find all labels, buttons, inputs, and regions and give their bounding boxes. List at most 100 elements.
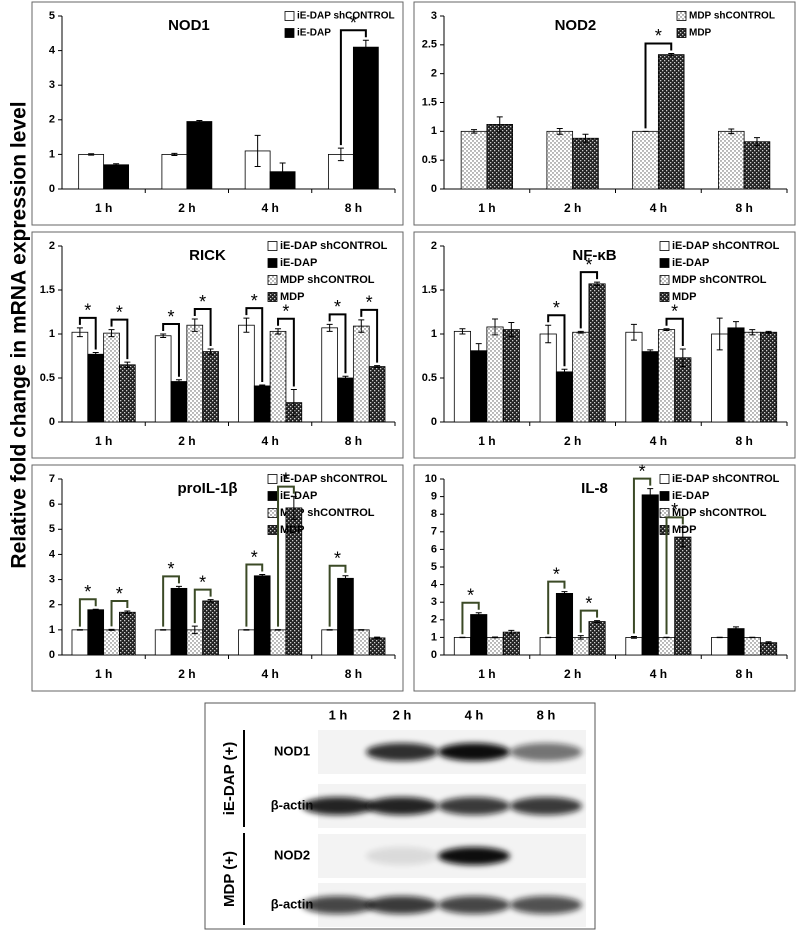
bar xyxy=(674,536,692,656)
y-tick-label: 0 xyxy=(49,649,55,661)
band xyxy=(510,896,582,914)
y-axis-label: Relative fold change in mRNA expression … xyxy=(8,101,31,568)
panel-frame xyxy=(413,1,796,226)
error-bar xyxy=(561,591,568,596)
y-tick-label: 0 xyxy=(431,649,437,661)
error-bar xyxy=(374,365,381,368)
group-label: iE-DAP (+) xyxy=(221,742,238,815)
y-tick-label: 2 xyxy=(431,68,437,80)
error-bar xyxy=(88,153,95,156)
legend-label: iE-DAP shCONTROL xyxy=(280,240,388,252)
legend-label: iE-DAP shCONTROL xyxy=(280,473,388,485)
error-bar xyxy=(243,317,250,333)
legend-label: MDP xyxy=(672,291,696,303)
error-bar xyxy=(259,574,266,578)
bar xyxy=(78,153,105,190)
group-label: MDP (+) xyxy=(221,851,238,907)
panel-frame xyxy=(31,1,404,226)
error-bar xyxy=(647,488,654,502)
bar xyxy=(486,637,504,656)
legend-swatch xyxy=(267,292,278,302)
significance-bracket xyxy=(78,316,97,350)
y-tick-label: 0.5 xyxy=(422,372,437,384)
error-bar xyxy=(594,620,601,623)
bar xyxy=(743,637,761,656)
band xyxy=(366,896,438,914)
y-tick-label: 5 xyxy=(431,561,437,573)
panel: 0 1 2 3 4 5 1 h 2 h 4 h 8 h iE-DAP shCONTROL iE-DAP… xyxy=(31,1,404,226)
legend-swatch xyxy=(267,474,278,484)
error-bar xyxy=(471,129,478,134)
y-tick-label: 2.5 xyxy=(422,39,437,51)
row-label: NOD1 xyxy=(274,743,310,758)
legend-label: iE-DAP xyxy=(280,490,317,502)
panel: 0 0.5 1 1.5 2 1 h 2 h 4 h 8 h iE-DAP shCONTROL iE-… xyxy=(31,231,404,459)
bar xyxy=(572,137,599,190)
significance-label: * xyxy=(553,564,560,584)
error-bar xyxy=(765,641,772,645)
bar xyxy=(470,350,488,423)
bar xyxy=(555,371,574,423)
error-bar xyxy=(630,636,637,639)
error-bar xyxy=(545,324,552,344)
bar xyxy=(674,357,692,423)
error-bar xyxy=(508,629,515,635)
error-bar xyxy=(207,599,214,603)
band xyxy=(438,847,510,865)
error-bar xyxy=(647,349,654,354)
x-tick-label: 1 h xyxy=(478,434,495,448)
error-bar xyxy=(290,388,297,417)
band xyxy=(366,797,438,815)
x-tick-label: 4 h xyxy=(261,434,278,448)
x-tick-label: 4 h xyxy=(650,434,667,448)
bar xyxy=(453,330,471,423)
significance-label: * xyxy=(168,559,175,579)
y-tick-label: 1 xyxy=(431,328,437,340)
band xyxy=(302,797,374,815)
y-tick-label: 1 xyxy=(49,148,55,160)
y-tick-label: 1.5 xyxy=(40,284,55,296)
legend-label: MDP shCONTROL xyxy=(672,507,767,519)
legend-swatch xyxy=(267,241,278,251)
error-bar xyxy=(732,321,739,335)
bar xyxy=(352,46,379,190)
bar xyxy=(202,600,219,656)
significance-bracket xyxy=(110,600,129,627)
lane-label: 2 h xyxy=(393,707,412,722)
legend-label: MDP xyxy=(280,291,304,303)
error-bar xyxy=(279,162,286,181)
error-bar xyxy=(679,526,686,548)
error-bar xyxy=(196,119,203,124)
bar xyxy=(502,631,520,656)
band xyxy=(510,743,582,761)
significance-bracket xyxy=(245,563,264,627)
error-bar xyxy=(76,629,83,631)
significance-label: * xyxy=(350,13,357,33)
y-tick-label: 2 xyxy=(431,614,437,626)
x-tick-label: 1 h xyxy=(478,201,495,215)
bar xyxy=(546,130,574,190)
bar xyxy=(625,637,643,656)
panel: 0 0.5 1 1.5 2 2.5 3 1 h 2 h 4 h 8 h MDP shCONTROL MD… xyxy=(413,1,796,226)
significance-label: * xyxy=(585,255,592,275)
bar xyxy=(718,130,745,190)
bar xyxy=(238,324,255,423)
chart-title: NOD2 xyxy=(555,17,597,34)
significance-bracket xyxy=(193,308,212,346)
error-bar xyxy=(160,629,167,631)
band xyxy=(302,896,374,914)
panel: 0 1 2 3 4 5 6 7 8 9 10 1 h 2 h 4 h 8 h iE-DAP shCONTROL… xyxy=(413,461,796,692)
significance-bracket xyxy=(328,564,347,627)
error-bar xyxy=(492,318,499,336)
x-tick-label: 8 h xyxy=(345,667,362,681)
significance-bracket xyxy=(665,516,684,635)
legend-swatch xyxy=(659,525,670,535)
error-bar xyxy=(108,329,115,338)
bar xyxy=(460,130,488,190)
legend-swatch xyxy=(267,258,278,268)
bar xyxy=(321,327,338,423)
significance-bracket xyxy=(461,601,480,635)
legend-swatch xyxy=(676,28,687,38)
significance-label: * xyxy=(168,307,175,327)
bar xyxy=(657,637,676,656)
